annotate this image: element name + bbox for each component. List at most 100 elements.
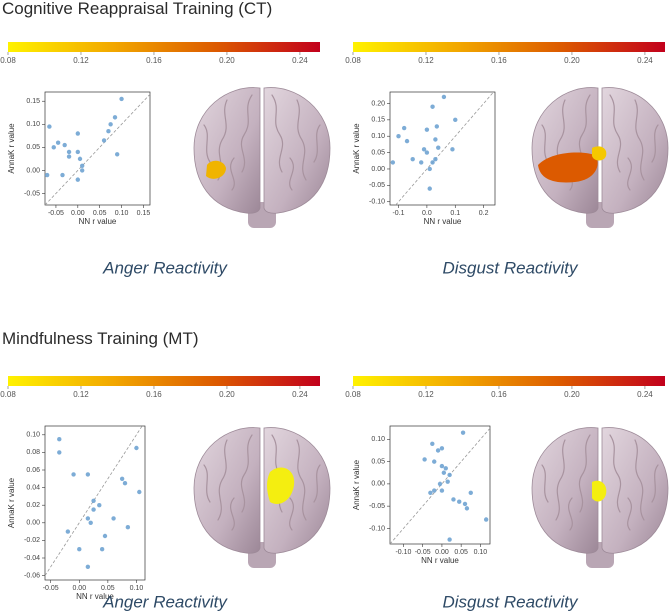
y-tick-label: -0.04 <box>24 555 40 562</box>
y-tick-label: 0.08 <box>26 449 40 456</box>
x-tick-label: -0.10 <box>395 549 411 556</box>
scatter-point <box>122 481 128 486</box>
scatter-point <box>424 150 430 155</box>
scatter-point <box>441 94 447 100</box>
scatter-point <box>441 470 447 475</box>
colorbar-tick-label: 0.08 <box>0 390 16 399</box>
x-tick-label: -0.05 <box>48 210 64 217</box>
y-tick-label: 0.00 <box>371 481 385 488</box>
scatter-point <box>85 564 91 569</box>
y-tick-label: 0.10 <box>26 432 40 439</box>
x-axis-label: NN r value <box>424 217 462 226</box>
scatter-point <box>439 446 445 451</box>
scatter-point <box>443 466 448 471</box>
colorbar-tick-label: 0.20 <box>564 56 580 65</box>
scatter-point <box>436 145 441 150</box>
scatter-point <box>125 525 131 530</box>
scatter-point <box>433 137 438 142</box>
scatter-point <box>75 149 81 155</box>
x-tick-label: 0.00 <box>71 210 85 217</box>
colorbar <box>353 42 665 52</box>
scatter-point <box>99 547 105 552</box>
panel-caption: Anger Reactivity <box>102 592 228 611</box>
scatter-point <box>424 127 430 132</box>
scatter-point <box>108 122 113 127</box>
y-tick-label: -0.02 <box>24 537 40 544</box>
x-tick-label: -0.05 <box>415 549 431 556</box>
scatter-point <box>439 463 445 469</box>
brain <box>531 86 669 229</box>
brain <box>193 86 331 229</box>
scatter-point <box>97 503 102 508</box>
scatter-point <box>430 160 435 165</box>
panel-caption: Disgust Reactivity <box>442 592 579 611</box>
scatter-point <box>55 140 61 145</box>
x-tick-label: 0.0 <box>422 210 432 217</box>
scatter-point <box>427 166 432 172</box>
y-tick-label: 0.10 <box>371 133 385 140</box>
scatter-point <box>66 149 72 155</box>
colorbar-tick-label: 0.16 <box>491 390 507 399</box>
y-tick-label: 0.00 <box>26 167 40 174</box>
plot-frame <box>44 91 151 206</box>
y-tick-label: 0.06 <box>26 467 40 474</box>
scatter-point <box>134 445 139 451</box>
scatter-point <box>453 117 458 123</box>
y-tick-label: -0.10 <box>369 525 385 532</box>
scatter-point <box>137 489 142 495</box>
scatter-point <box>66 154 72 159</box>
colorbar-tick-label: 0.08 <box>345 390 361 399</box>
x-tick-label: 0.00 <box>435 549 449 556</box>
y-tick-label: 0.20 <box>371 100 385 107</box>
y-tick-label: 0.10 <box>371 436 385 443</box>
x-tick-label: -0.1 <box>392 210 404 217</box>
colorbar-tick-label: 0.08 <box>345 56 361 65</box>
colorbar-tick-label: 0.24 <box>292 56 308 65</box>
scatter-point <box>91 507 96 512</box>
colorbar-tick-label: 0.24 <box>292 390 308 399</box>
colorbar-tick-label: 0.12 <box>73 390 89 399</box>
scatter-point <box>445 479 450 484</box>
scatter-point <box>451 497 456 502</box>
y-axis-label: AnnaK r value <box>7 123 16 174</box>
y-tick-label: 0.15 <box>26 98 40 105</box>
y-tick-label: -0.05 <box>369 503 385 510</box>
y-tick-label: -0.05 <box>369 182 385 189</box>
scatter-point <box>430 104 435 109</box>
identity-line <box>44 94 151 206</box>
x-tick-label: 0.1 <box>450 210 460 217</box>
colorbar-tick-label: 0.20 <box>564 390 580 399</box>
colorbar-tick-label: 0.24 <box>637 390 653 399</box>
scatter-point <box>401 125 407 131</box>
scatter-point <box>119 476 125 481</box>
scatter-point <box>432 459 437 464</box>
y-tick-label: 0.10 <box>26 121 40 128</box>
y-tick-label: -0.05 <box>24 190 40 197</box>
scatter-point <box>85 516 91 521</box>
scatter-point <box>119 96 124 102</box>
scatter-point <box>483 517 489 522</box>
y-tick-label: 0.00 <box>26 520 40 527</box>
scatter-point <box>410 156 415 162</box>
scatter-point <box>101 138 107 143</box>
x-tick-label: 0.00 <box>72 585 86 592</box>
colorbar-tick-label: 0.12 <box>418 390 434 399</box>
colorbar-tick-label: 0.08 <box>0 56 16 65</box>
section-title: Cognitive Reappraisal Training (CT) <box>2 0 272 18</box>
scatter-point <box>460 430 466 435</box>
scatter-point <box>47 124 52 129</box>
section-title: Mindfulness Training (MT) <box>2 329 199 348</box>
scatter-point <box>79 163 85 168</box>
x-tick-label: 0.10 <box>130 585 144 592</box>
y-tick-label: -0.10 <box>369 199 385 206</box>
colorbar-tick-label: 0.16 <box>146 390 162 399</box>
scatter-point <box>464 506 470 511</box>
colorbar-tick-label: 0.12 <box>418 56 434 65</box>
scatter-point <box>457 499 462 504</box>
x-axis-label: NN r value <box>421 556 459 565</box>
scatter-point <box>390 160 396 165</box>
scatter-point <box>432 488 437 493</box>
brain <box>193 426 331 569</box>
y-axis-label: AnnaK r value <box>352 459 361 510</box>
